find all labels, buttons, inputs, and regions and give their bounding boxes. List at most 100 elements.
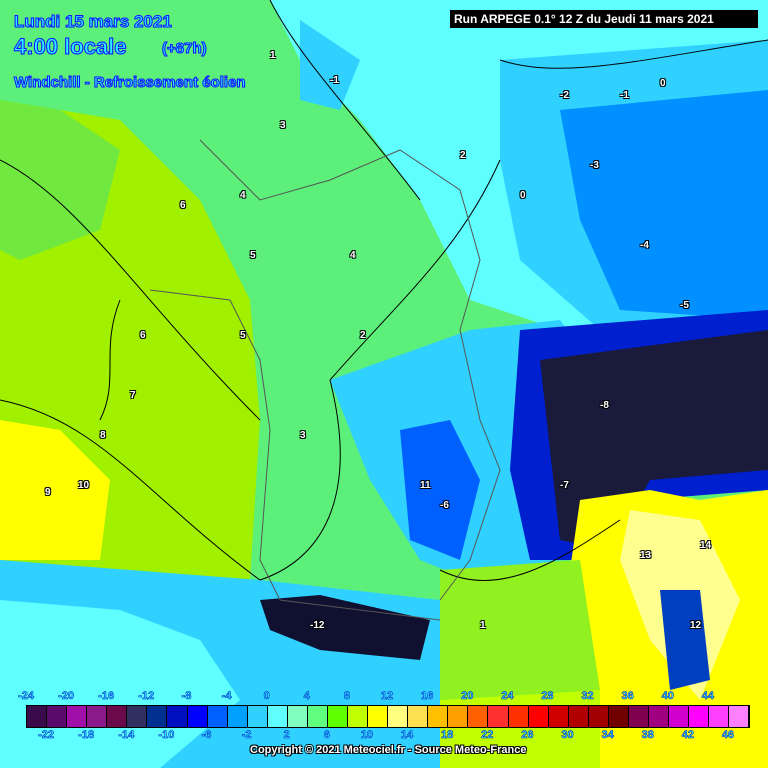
contour-value-label: 2 [460,150,466,161]
scale-label-bottom: 34 [601,729,614,742]
contour-value-label: 8 [100,430,106,441]
scale-label-top: -8 [181,690,192,703]
color-swatch [368,706,389,727]
scale-label-bottom: 22 [481,729,494,742]
color-swatch [648,706,669,727]
contour-value-label: -3 [590,160,599,171]
color-swatch [608,706,629,727]
color-swatch [669,706,690,727]
contour-value-label: 0 [660,78,666,89]
color-swatch [508,706,529,727]
color-swatch [408,706,429,727]
alps-dark-zone [540,330,768,550]
color-swatch [528,706,549,727]
color-swatch [227,706,248,727]
scale-label-bottom: -22 [38,729,54,742]
massif-central-blue [400,420,480,560]
contour-value-label: 5 [240,330,246,341]
scale-label-top: 12 [380,690,394,703]
color-swatch [448,706,469,727]
color-swatch [568,706,589,727]
east-deep-blue-zone [560,90,768,320]
color-swatch [207,706,228,727]
forecast-date: Lundi 15 mars 2021 [14,12,173,32]
corsica-blue [660,590,710,690]
scale-label-top: -20 [58,690,75,703]
color-scale [26,705,750,728]
color-swatch [107,706,128,727]
scale-label-bottom: 46 [721,729,735,742]
color-swatch [348,706,369,727]
contour-value-label: 11 [420,480,431,491]
contour-value-label: 4 [350,250,356,261]
color-swatch [147,706,168,727]
contour-value-label: 4 [240,190,246,201]
color-swatch [428,706,449,727]
scale-label-top: 36 [621,690,634,703]
contour-value-label: 14 [700,540,712,551]
color-swatch [87,706,108,727]
contour-value-label: -1 [330,75,339,86]
scale-label-top: -16 [98,690,115,703]
scale-label-bottom: 2 [283,729,290,742]
contour-value-label: 9 [45,487,51,498]
contour-value-label: 2 [360,330,366,341]
copyright: Copyright © 2021 Meteociel.fr - Source M… [250,744,527,756]
scale-label-top: 16 [420,690,434,703]
contour-value-label: 1 [270,50,276,61]
north-blue-patch [300,20,360,110]
color-swatch [628,706,649,727]
contour-value-label: -2 [560,90,569,101]
color-swatch [388,706,409,727]
scale-label-top: 32 [581,690,594,703]
contour-value-label: 13 [640,550,652,561]
contour-value-label: -5 [680,300,689,311]
scale-label-top: -4 [221,690,232,703]
contour-value-label: 3 [300,430,306,441]
scale-label-bottom: 18 [441,729,454,742]
contour-value-label: 0 [520,190,526,201]
scale-label-top: 24 [501,690,514,703]
scale-label-top: 8 [343,690,351,703]
color-swatch [709,706,730,727]
color-swatch [267,706,288,727]
color-swatch [588,706,609,727]
contour-value-label: 1 [480,620,486,631]
scale-label-top: 0 [263,690,270,703]
contour-value-label: 3 [280,120,286,131]
color-swatch [548,706,569,727]
scale-label-bottom: 42 [681,729,694,742]
borders [149,139,501,621]
scale-label-bottom: -6 [201,729,212,742]
contour-value-label: -4 [640,240,649,251]
scale-label-bottom: 30 [561,729,574,742]
atlantic-yellow-zone [0,420,110,560]
color-swatch [27,706,48,727]
contour-value-label: 5 [250,250,256,261]
contour-value-label: -8 [600,400,609,411]
forecast-lead: (+87h) [162,40,208,58]
contour-value-label: 10 [78,480,90,491]
pyrenees-dark-zone [260,595,430,660]
scale-label-bottom: 38 [641,729,654,742]
contour-value-label: -12 [310,620,325,631]
run-info: Run ARPEGE 0.1° 12 Z du Jeudi 11 mars 20… [450,10,758,28]
scale-label-top: 40 [661,690,674,703]
scale-label-top: 28 [541,690,554,703]
contour-value-label: -1 [620,90,629,101]
contour-value-label: -7 [560,480,569,491]
color-swatch [327,706,348,727]
scale-label-top: -12 [138,690,155,703]
contour-value-label: 12 [690,620,702,631]
contour-value-label: -6 [440,500,449,511]
color-swatch [247,706,268,727]
scale-label-bottom: 10 [360,729,374,742]
scale-label-top: 44 [701,690,714,703]
color-swatch [67,706,88,727]
channel-green-zone [0,100,120,260]
scale-label-bottom: 26 [521,729,534,742]
color-swatch [47,706,68,727]
contour-value-label: 7 [130,390,136,401]
